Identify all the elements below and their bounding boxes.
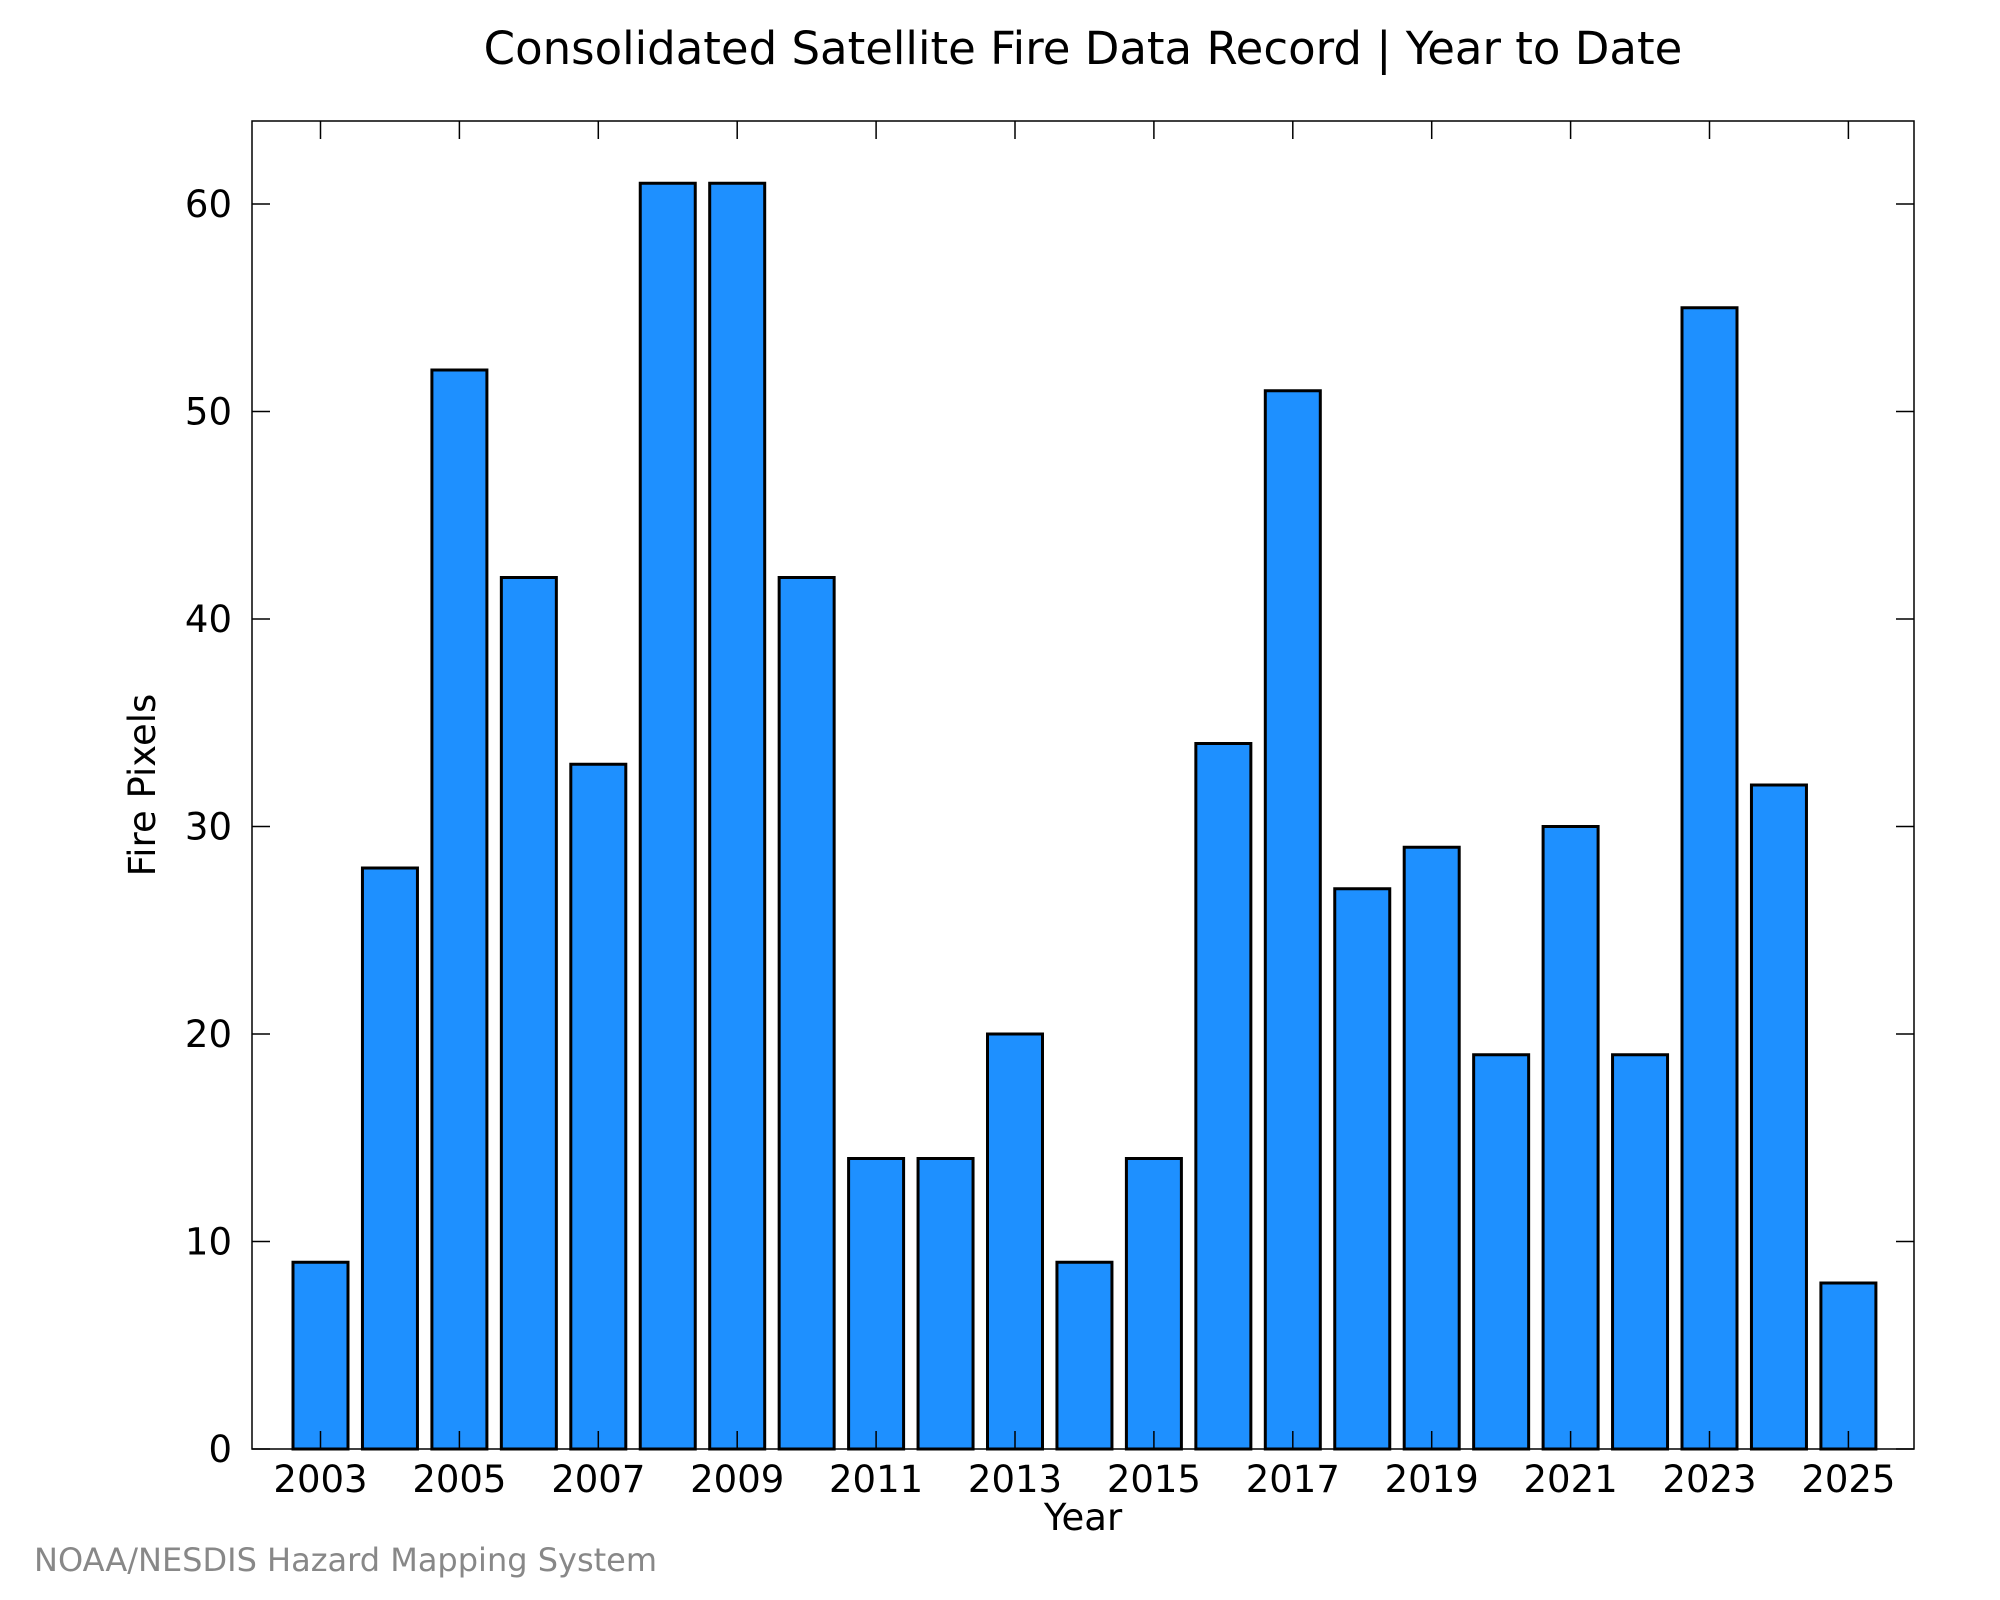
bar-2009 — [708, 181, 767, 1451]
chart-title: Consolidated Satellite Fire Data Record … — [484, 22, 1683, 75]
x-tick-label-2011: 2011 — [829, 1458, 923, 1501]
x-tick-label-2017: 2017 — [1246, 1458, 1340, 1501]
bar-2003 — [291, 1260, 350, 1451]
bar-2005 — [430, 368, 489, 1451]
bar-2014 — [1055, 1260, 1114, 1451]
x-tick-label-2021: 2021 — [1524, 1458, 1618, 1501]
bar-2008 — [638, 181, 697, 1451]
x-tick-label-2013: 2013 — [968, 1458, 1062, 1501]
bar-2010 — [777, 576, 836, 1451]
x-tick-label-2009: 2009 — [690, 1458, 784, 1501]
bar-2004 — [360, 866, 419, 1451]
bar-2024 — [1749, 783, 1808, 1451]
y-tick-label-60: 60 — [185, 183, 232, 226]
bar-2012 — [916, 1157, 975, 1451]
plot-frame — [251, 120, 1915, 1450]
bar-2020 — [1472, 1053, 1531, 1451]
y-axis-label: Fire Pixels — [121, 694, 164, 877]
bar-2017 — [1263, 389, 1322, 1451]
x-tick-label-2025: 2025 — [1801, 1458, 1895, 1501]
x-tick-label-2003: 2003 — [273, 1458, 367, 1501]
credit-text: NOAA/NESDIS Hazard Mapping System — [34, 1541, 657, 1579]
y-tick-label-0: 0 — [208, 1428, 232, 1471]
x-tick-label-2019: 2019 — [1385, 1458, 1479, 1501]
bar-2018 — [1333, 887, 1392, 1451]
bar-2022 — [1611, 1053, 1670, 1451]
bar-2007 — [569, 762, 628, 1451]
y-axis-ticks: 0 10 20 30 40 50 60 — [185, 183, 1914, 1471]
bar-2015 — [1124, 1157, 1183, 1451]
x-axis-label: Year — [1043, 1496, 1123, 1539]
x-axis-ticks: 2003 2005 2007 2009 2011 2013 2015 2017 2019 2021… — [273, 121, 1895, 1501]
x-tick-label-2023: 2023 — [1662, 1458, 1756, 1501]
y-tick-label-30: 30 — [185, 806, 232, 849]
bar-2019 — [1402, 845, 1461, 1451]
bar-2006 — [499, 576, 558, 1451]
y-tick-label-20: 20 — [185, 1013, 232, 1056]
bar-2023 — [1680, 306, 1739, 1451]
bar-2021 — [1541, 825, 1600, 1451]
bars-group — [291, 181, 1878, 1451]
bar-2016 — [1194, 742, 1253, 1451]
x-tick-label-2015: 2015 — [1107, 1458, 1201, 1501]
bar-2025 — [1819, 1281, 1878, 1451]
x-tick-label-2007: 2007 — [551, 1458, 645, 1501]
x-tick-label-2005: 2005 — [412, 1458, 506, 1501]
y-tick-label-40: 40 — [185, 598, 232, 641]
y-tick-label-50: 50 — [185, 391, 232, 434]
bar-2013 — [986, 1032, 1044, 1451]
y-tick-label-10: 10 — [185, 1221, 232, 1264]
bar-2011 — [847, 1157, 906, 1451]
